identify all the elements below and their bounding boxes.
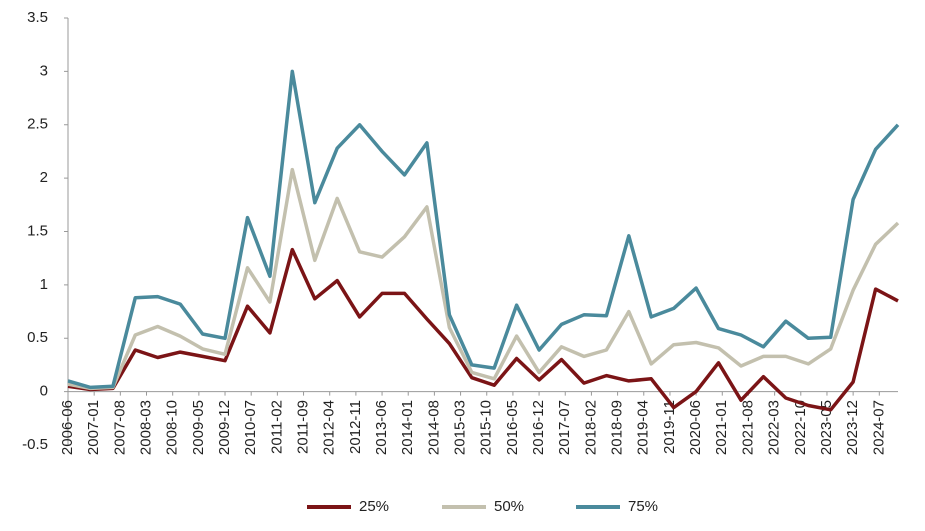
y-tick-label: 3 <box>40 62 48 79</box>
x-tick-label: 2023-12 <box>844 400 861 455</box>
legend-item: 25% <box>307 498 389 515</box>
x-tick-label: 2012-04 <box>321 400 338 455</box>
y-tick-label: 1 <box>40 276 48 293</box>
legend-label: 50% <box>494 498 524 515</box>
x-tick-label: 2018-02 <box>582 400 599 455</box>
x-tick-label: 2016-05 <box>504 400 521 455</box>
x-tick-label: 2022-10 <box>792 400 809 455</box>
x-tick-label: 2014-08 <box>425 400 442 455</box>
series-line <box>67 69 900 390</box>
x-tick-label: 2013-06 <box>373 400 390 455</box>
y-tick-label: 3.5 <box>27 9 48 26</box>
x-tick-label: 2023-05 <box>818 400 835 455</box>
y-tick-label: 2 <box>40 169 48 186</box>
series-line <box>67 247 899 412</box>
legend-label: 25% <box>359 498 389 515</box>
y-tick-label: -0.5 <box>22 436 48 453</box>
x-tick-label: 2007-08 <box>111 400 128 455</box>
x-tick-label: 2018-09 <box>609 400 626 455</box>
legend-label: 75% <box>628 498 658 515</box>
x-tick-label: 2010-07 <box>242 400 259 455</box>
x-tick-label: 2019-04 <box>635 400 652 455</box>
x-tick-label: 2014-01 <box>399 400 416 455</box>
x-tick-label: 2009-12 <box>216 400 233 455</box>
x-tick-label: 2015-10 <box>478 400 495 455</box>
legend-item: 75% <box>576 498 658 515</box>
x-tick-label: 2008-10 <box>164 400 181 455</box>
x-tick-label: 2011-09 <box>295 400 312 454</box>
x-tick-label: 2012-11 <box>347 400 364 454</box>
y-tick-label: 0 <box>40 383 48 400</box>
x-tick-label: 2019-11 <box>661 400 678 454</box>
x-tick-label: 2008-03 <box>137 400 154 455</box>
x-tick-label: 2011-02 <box>268 400 285 454</box>
x-tick-label: 2022-03 <box>766 400 783 455</box>
x-tick-label: 2021-01 <box>713 400 730 455</box>
x-tick-label: 2007-01 <box>85 400 102 455</box>
x-tick-label: 2015-03 <box>452 400 469 455</box>
series-line <box>67 167 900 391</box>
legend-item: 50% <box>442 498 524 515</box>
y-tick-label: 2.5 <box>27 116 48 133</box>
x-tick-label: 2016-12 <box>530 400 547 455</box>
x-tick-label: 2024-07 <box>870 400 887 455</box>
x-tick-label: 2009-05 <box>190 400 207 455</box>
x-tick-label: 2020-06 <box>687 400 704 455</box>
x-tick-label: 2017-07 <box>556 400 573 455</box>
y-tick-label: 1.5 <box>27 222 48 239</box>
x-tick-label: 2006-06 <box>59 400 76 455</box>
y-tick-label: 0.5 <box>27 329 48 346</box>
x-tick-label: 2021-08 <box>739 400 756 455</box>
